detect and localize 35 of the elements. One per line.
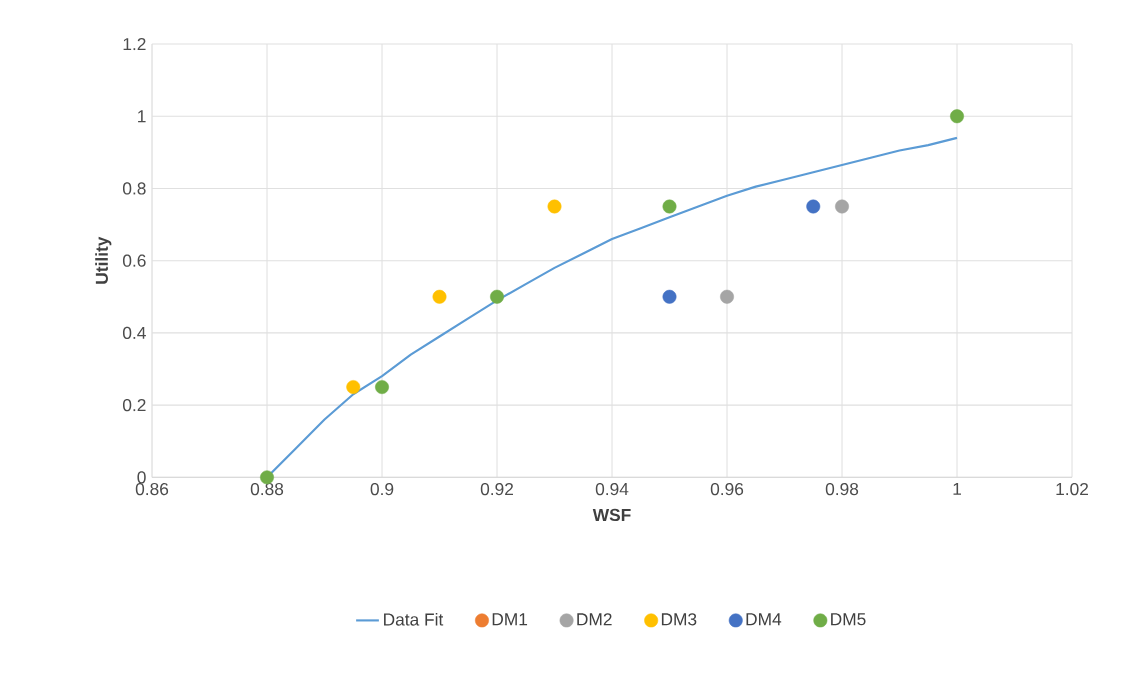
x-tick-label: 0.86: [135, 482, 169, 496]
point: [806, 199, 821, 214]
legend-label: Data Fit: [384, 612, 444, 626]
point: [375, 380, 389, 394]
point: [432, 289, 447, 304]
legend-label: DM5: [831, 613, 866, 626]
y-axis-title: Utility: [95, 236, 112, 284]
point: [490, 289, 504, 304]
x-tick-label: 0.96: [710, 482, 744, 496]
legend-label: DM4: [746, 613, 782, 626]
y-tick-label: 1.2: [123, 37, 146, 51]
point: [662, 289, 677, 304]
x-tick-label: 1: [953, 482, 961, 495]
y-tick-label: 0.4: [122, 326, 146, 340]
legend-label: DM1: [492, 613, 528, 626]
x-tick-label: 0.94: [595, 482, 629, 496]
point: [835, 199, 849, 214]
x-tick-label: 1.02: [1056, 482, 1088, 496]
x-tick-label: 0.88: [250, 482, 284, 496]
legend-label: DM3: [661, 613, 697, 626]
y-tick-label: 0: [137, 471, 146, 484]
point: [547, 199, 562, 214]
point: [346, 380, 361, 394]
point: [950, 109, 964, 124]
x-tick-label: 0.9: [370, 482, 394, 496]
x-axis-title: WSF: [592, 508, 631, 522]
legend-label: DM2: [577, 613, 612, 626]
point: [662, 199, 677, 214]
y-tick-label: 0.8: [122, 182, 146, 195]
point: [720, 289, 734, 304]
x-tick-label: 0.98: [825, 482, 859, 496]
y-tick-label: 0.2: [122, 398, 146, 412]
y-tick-label: 0.6: [122, 254, 146, 267]
x-tick-label: 0.92: [480, 482, 513, 496]
y-tick-label: 1: [138, 110, 146, 123]
